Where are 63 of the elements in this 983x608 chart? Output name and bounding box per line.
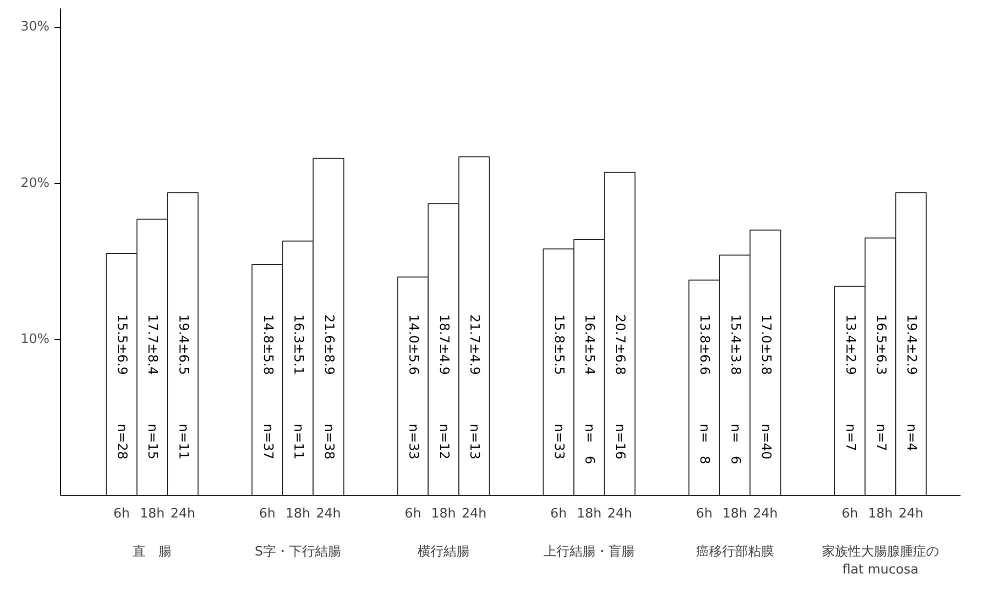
annotation: n=11 [290, 424, 306, 460]
y-tick-label: 20% [20, 176, 50, 191]
annotation: n=33 [551, 424, 566, 460]
annotation: n=7 [872, 424, 888, 452]
data-label: 13.8±6.6 [696, 314, 712, 375]
x-tick-label: 上行結腸・盲腸 [544, 544, 635, 560]
x-tick-label: 横行結腸 [418, 544, 470, 560]
annotation: n=16 [612, 424, 628, 460]
data-label: 21.7±4.9 [466, 314, 482, 375]
annotation: n=33 [405, 424, 420, 460]
text: 6h [259, 506, 276, 522]
data-label: 16.5±6.3 [872, 314, 888, 375]
series-label: 18h [140, 506, 165, 522]
text: 6h [842, 506, 858, 522]
text: 24h [898, 506, 924, 522]
data-label: 18.7±4.9 [436, 314, 452, 375]
data-label: 16.3±5.1 [290, 314, 306, 375]
text: 6h [550, 506, 567, 522]
text: 6h [404, 506, 422, 522]
text: 24h [316, 506, 341, 522]
annotation: n= 6 [582, 424, 597, 464]
data-label: 15.8±5.5 [551, 314, 566, 375]
text: 18h [868, 506, 893, 522]
x-tick-label: S字・下行結腸 [254, 544, 342, 560]
text: 18h [431, 506, 456, 522]
y-tick-label: 30% [20, 20, 50, 35]
data-label: 17.0±5.8 [758, 314, 773, 375]
data-label: 14.8±5.8 [260, 314, 275, 375]
text: 24h [462, 506, 486, 522]
y-tick-label: 10% [20, 332, 50, 347]
text: 24h [752, 506, 778, 522]
data-label: 19.4±6.5 [175, 314, 190, 375]
annotation: n=4 [903, 424, 918, 452]
text: 18h [285, 506, 310, 522]
data-label: 14.0±5.6 [405, 314, 420, 375]
annotation: n=7 [842, 424, 858, 452]
x-tick-label: 癌移行部粘膜 [696, 544, 774, 560]
annotation: n=15 [144, 424, 160, 460]
annotation: n=11 [175, 424, 190, 460]
annotation: n=37 [260, 424, 275, 460]
annotation: n=28 [114, 424, 130, 460]
x-tick-label: 直 腸 [132, 544, 172, 560]
data-label: 19.4±2.9 [903, 314, 918, 375]
x-tick-label: 家族性大腸腺腫症の flat mucosa [822, 544, 939, 578]
text: 18h [576, 506, 602, 522]
series-label: 6h [113, 506, 130, 522]
data-label: 16.4±5.4 [582, 314, 597, 375]
annotation: n=38 [320, 424, 336, 460]
data-label: 15.5±6.9 [114, 314, 130, 375]
data-label: 20.7±6.8 [612, 314, 628, 375]
text: 18h [722, 506, 748, 522]
text: 24h [607, 506, 632, 522]
annotation: n=12 [436, 424, 452, 460]
data-label: 13.4±2.9 [842, 314, 858, 375]
annotation: n= 6 [727, 424, 742, 464]
annotation: n=40 [758, 424, 773, 460]
data-label: 21.6±8.9 [320, 314, 336, 375]
annotation: n= 8 [696, 424, 712, 464]
data-label: 15.4±3.8 [727, 314, 742, 375]
data-label: 17.7±8.4 [144, 314, 160, 375]
annotation: n=13 [466, 424, 482, 460]
text: 6h [696, 506, 712, 522]
series-label: 24h [170, 506, 196, 522]
